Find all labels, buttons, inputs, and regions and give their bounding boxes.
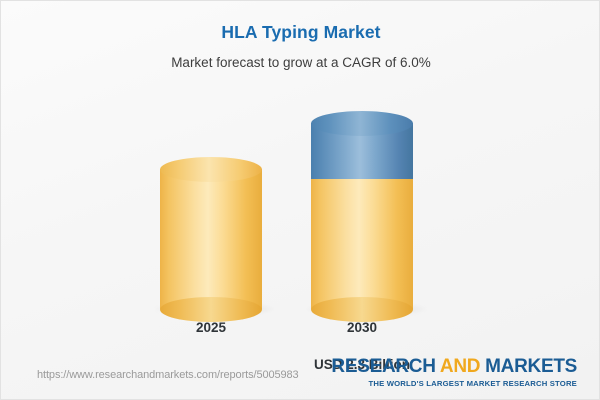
category-label-2030: 2030 [346,320,378,335]
category-label-2025: 2025 [195,320,227,335]
segment-body [160,169,262,309]
segment-top-ellipse [311,110,413,136]
report-url-link[interactable]: https://www.researchandmarkets.com/repor… [37,369,299,381]
brand-logo[interactable]: RESEARCH AND MARKETS THE WORLD'S LARGEST… [331,357,577,388]
brand-tagline: THE WORLD'S LARGEST MARKET RESEARCH STOR… [368,378,577,388]
brand-word-research: RESEARCH [331,356,440,377]
bar-segment-base-2025 [160,156,262,322]
bar-segment-base-2030 [311,179,413,322]
bar-value-label-2030: USD 2.3 Billion [313,357,411,372]
brand-word-and: AND [439,356,481,377]
page-title: HLA Typing Market [221,22,381,42]
cylinder-2025 [160,156,262,322]
bar-segment-growth-2030 [311,110,413,179]
cylinder-2030 [311,110,413,322]
brand-wordmark: RESEARCH AND MARKETS [331,357,577,377]
segment-top-ellipse [160,156,262,182]
chart-plot-area: USD 1.7 Billion 2025 USD 2.3 Billion [1,81,599,372]
segment-body [311,179,413,309]
footer: https://www.researchandmarkets.com/repor… [1,343,599,399]
brand-word-markets: MARKETS [480,356,577,377]
chart-subtitle: Market forecast to grow at a CAGR of 6.0… [171,55,431,70]
segment-bottom-cap [160,296,262,322]
segment-bottom-cap [311,296,413,322]
